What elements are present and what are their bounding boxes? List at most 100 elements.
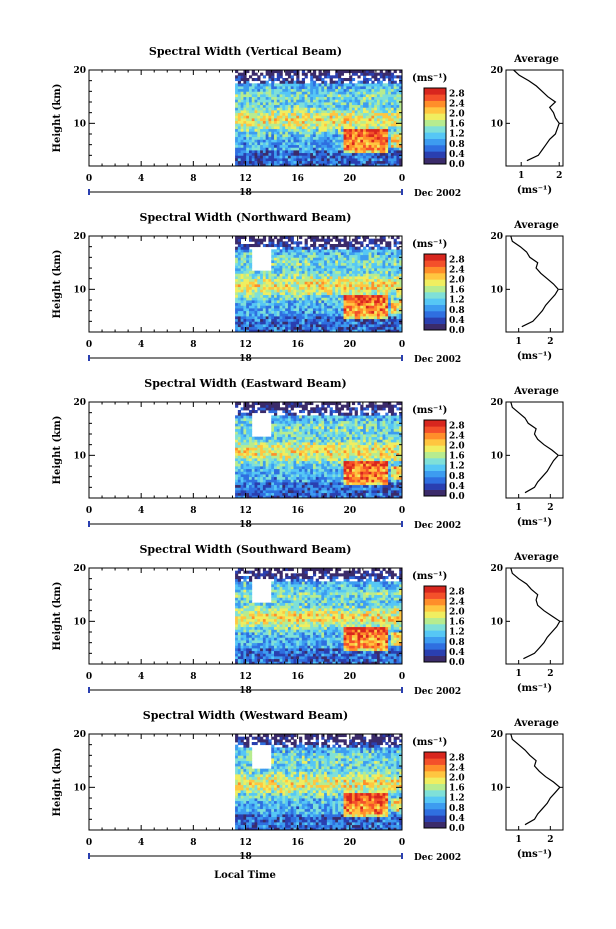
heatmap-cell	[390, 160, 395, 164]
heatmap-cell	[251, 407, 255, 411]
heatmap-cell	[290, 442, 294, 446]
heatmap-cell	[324, 144, 328, 148]
heatmap-cell	[301, 286, 306, 290]
heatmap-cell	[376, 152, 381, 156]
heatmap-cell	[338, 134, 342, 138]
heatmap-cell	[240, 495, 244, 499]
heatmap-cell	[374, 110, 378, 114]
heatmap-cell	[312, 136, 317, 140]
heatmap-cell	[312, 147, 317, 151]
heatmap-cell	[293, 70, 297, 74]
heatmap-cell	[310, 308, 314, 312]
heatmap-cell	[374, 300, 378, 304]
heatmap-cell	[360, 308, 364, 312]
heatmap-cell	[282, 447, 286, 451]
heatmap-cell	[312, 254, 317, 258]
heatmap-cell	[371, 297, 375, 301]
heatmap-cell	[282, 434, 286, 438]
heatmap-cell	[301, 131, 306, 135]
heatmap-cell	[251, 270, 255, 274]
heatmap-cell	[262, 284, 267, 288]
heatmap-cell	[287, 412, 292, 416]
heatmap-cell	[254, 308, 258, 312]
heatmap-cell	[379, 265, 383, 269]
heatmap-cell	[382, 326, 386, 330]
heatmap-cell	[243, 86, 247, 90]
heatmap-cell	[299, 104, 303, 108]
heatmap-cell	[262, 244, 267, 248]
heatmap-cell	[335, 80, 339, 84]
heatmap-cell	[293, 249, 297, 253]
heatmap-cell	[312, 131, 317, 135]
heatmap-cell	[285, 423, 289, 427]
heatmap-cell	[326, 273, 331, 277]
heatmap-cell	[237, 276, 242, 280]
heatmap-cell	[329, 131, 333, 135]
heatmap-cell	[340, 120, 344, 124]
heatmap-cell	[285, 479, 289, 483]
heatmap-cell	[371, 110, 375, 114]
heatmap-cell	[260, 147, 264, 151]
heatmap-cell	[240, 260, 244, 264]
heatmap-cell	[248, 479, 253, 483]
heatmap-cell	[385, 152, 389, 156]
heatmap-cell	[237, 447, 242, 451]
heatmap-cell	[265, 96, 269, 100]
heatmap-cell	[346, 308, 350, 312]
heatmap-cell	[282, 136, 286, 140]
heatmap-cell	[271, 297, 275, 301]
heatmap-cell	[296, 150, 300, 154]
heatmap-cell	[285, 131, 289, 135]
heatmap-cell	[324, 257, 328, 261]
heatmap-cell	[382, 136, 386, 140]
heatmap-cell	[274, 305, 278, 309]
heatmap-cell	[293, 466, 297, 470]
heatmap-cell	[257, 160, 261, 164]
heatmap-cell	[329, 163, 333, 167]
heatmap-cell	[243, 434, 247, 438]
heatmap-cell	[388, 110, 392, 114]
heatmap-cell	[254, 294, 258, 298]
heatmap-cell	[388, 278, 392, 282]
heatmap-cell	[318, 324, 322, 328]
heatmap-cell	[343, 289, 347, 293]
heatmap-cell	[374, 128, 378, 132]
heatmap-cell	[260, 104, 264, 108]
heatmap-cell	[243, 110, 247, 114]
heatmap-cell	[326, 313, 331, 317]
heatmap-cell	[343, 131, 347, 135]
heatmap-cell	[296, 490, 300, 494]
heatmap-cell	[265, 86, 269, 90]
heatmap-cell	[335, 88, 339, 92]
heatmap-cell	[315, 257, 319, 261]
heatmap-cell	[262, 289, 267, 293]
heatmap-cell	[385, 294, 389, 298]
heatmap-cell	[287, 70, 292, 74]
heatmap-cell	[279, 316, 283, 320]
heatmap-cell	[326, 86, 331, 90]
heatmap-cell	[290, 492, 294, 496]
heatmap-cell	[285, 241, 289, 245]
heatmap-cell	[351, 265, 356, 269]
heatmap-cell	[279, 115, 283, 119]
heatmap-cell	[279, 310, 283, 314]
heatmap-cell	[338, 318, 342, 322]
heatmap-cell	[265, 402, 269, 406]
heatmap-cell	[243, 265, 247, 269]
heatmap-cell	[315, 134, 319, 138]
heatmap-cell	[262, 131, 267, 135]
heatmap-cell	[329, 294, 333, 298]
heatmap-cell	[390, 80, 395, 84]
heatmap-cell	[335, 72, 339, 76]
heatmap-cell	[260, 91, 264, 95]
heatmap-cell	[307, 134, 311, 138]
heatmap-cell	[276, 479, 280, 483]
heatmap-cell	[315, 302, 319, 306]
heatmap-cell	[399, 305, 403, 309]
heatmap-cell	[376, 96, 381, 100]
heatmap-cell	[310, 305, 314, 309]
heatmap-cell	[265, 302, 269, 306]
heatmap-cell	[248, 286, 253, 290]
heatmap-cell	[301, 294, 306, 298]
heatmap-cell	[315, 158, 319, 162]
